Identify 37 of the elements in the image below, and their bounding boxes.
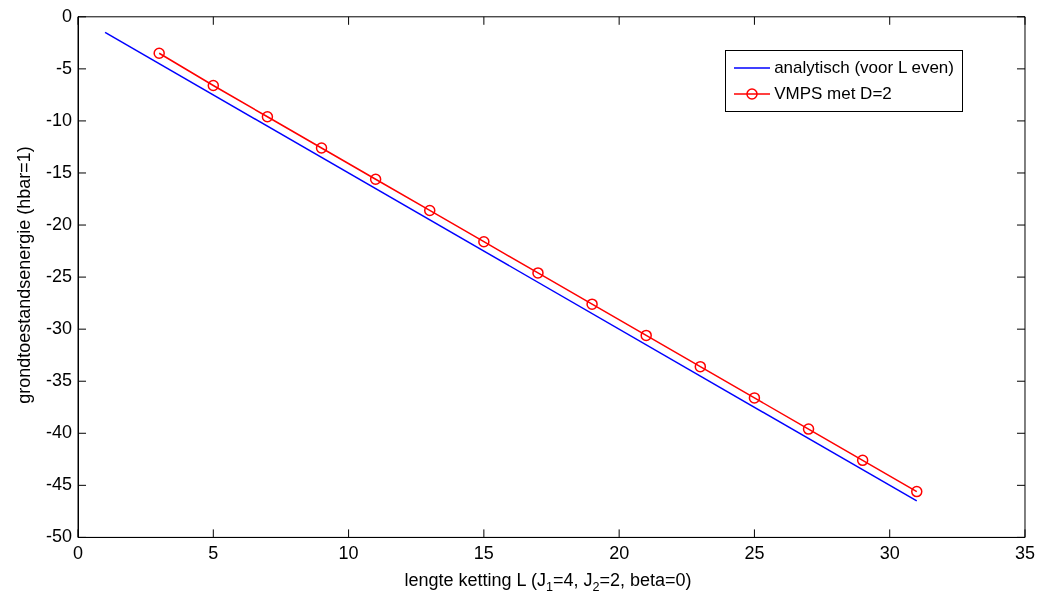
y-tick-label: -20 [46, 214, 73, 235]
point [315, 142, 328, 154]
point [911, 485, 923, 498]
x-tick-label: 20 [609, 543, 630, 564]
point [640, 329, 652, 342]
x-tick-label: 25 [744, 543, 765, 564]
point [694, 360, 707, 373]
y-tick-label: -45 [46, 474, 73, 495]
y-axis-title: grondtoestandsenergie (hbar=1) [13, 146, 35, 404]
x-tick-label: 15 [473, 543, 494, 564]
y-tick-label: -5 [56, 57, 73, 78]
y-tick-label: -25 [46, 266, 73, 287]
y-tick-label: -10 [46, 109, 73, 130]
x-axis-title: lengte ketting L (J$_{1}$=4, J$_{2}$=2, beta=0) [403, 570, 693, 594]
y-tick-label: -40 [46, 422, 73, 443]
point [856, 454, 869, 467]
point [532, 267, 544, 279]
point [802, 423, 815, 435]
point [369, 173, 382, 185]
x-tick-label: 5 [208, 543, 219, 564]
legend-label: analytisch (voor L even) [774, 58, 954, 78]
y-tick-label: -50 [46, 526, 73, 547]
x-tick-label: 35 [1014, 543, 1035, 564]
point [478, 235, 490, 248]
y-tick-label: -15 [46, 161, 73, 182]
point [207, 79, 220, 92]
legend-label: VMPS met D=2 [774, 84, 892, 104]
y-tick-label: 0 [62, 5, 73, 26]
x-tick-label: 10 [338, 543, 359, 564]
x-tick-label: 30 [879, 543, 900, 564]
y-tick-label: -35 [46, 370, 73, 391]
point [586, 298, 598, 310]
point [748, 392, 761, 404]
point [424, 204, 436, 217]
point [261, 111, 274, 123]
y-tick-label: -30 [46, 318, 73, 339]
point [153, 47, 165, 59]
